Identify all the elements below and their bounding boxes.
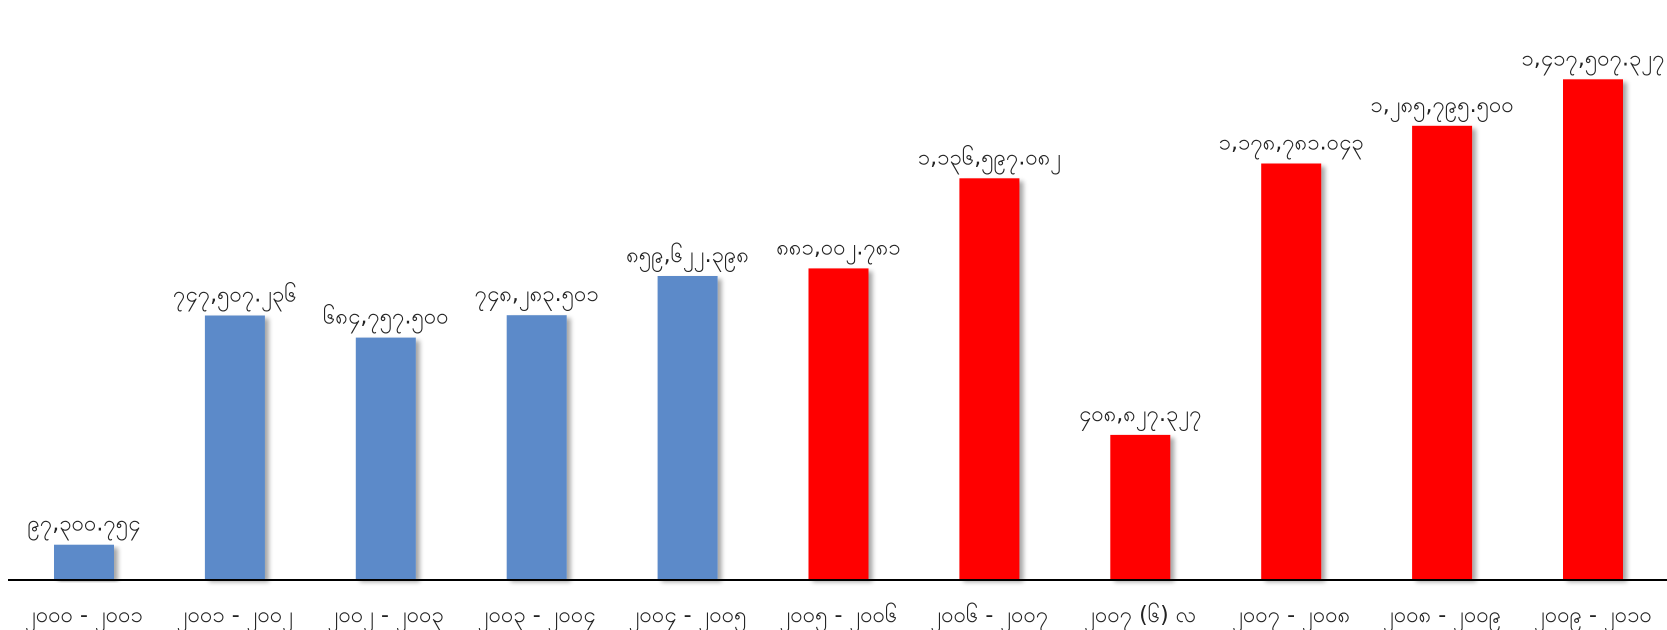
- bar-2: [355, 337, 416, 579]
- x-tick-label-8: ၂၀၀၇ - ၂၀၀၈: [1232, 603, 1350, 630]
- bar-9: [1412, 125, 1473, 580]
- value-label-5: ၈၈၁,၀၀၂.၇၈၁: [776, 235, 900, 264]
- x-tick-label-1: ၂၀၀၁ - ၂၀၀၂: [177, 603, 293, 630]
- value-label-4: ၈၅၉,၆၂၂.၃၉၈: [626, 242, 749, 272]
- value-label-6: ၁,၁၃၆,၅၉၇.၀၈၂: [918, 144, 1061, 174]
- value-label-9: ၁,၂၈၅,၇၉၅.၅၀၀: [1370, 93, 1513, 122]
- bar-4: [657, 276, 718, 579]
- bar-1: [204, 315, 265, 579]
- bars-group: [54, 79, 1623, 580]
- value-label-2: ၆၈၄,၇၅၇.၅၀၀: [323, 304, 449, 334]
- bar-7: [1110, 434, 1171, 579]
- value-label-3: ၇၄၈,၂၈၃.၅၀၁: [475, 282, 599, 311]
- x-tick-label-2: ၂၀၀၂ - ၂၀၀၃: [328, 603, 444, 630]
- x-tick-label-7: ၂၀၀၇ (၆) လ: [1084, 602, 1196, 630]
- x-tick-label-5: ၂၀၀၅ - ၂၀၀၆: [780, 602, 898, 630]
- x-tick-label-10: ၂၀၀၉ - ၂၀၁၀: [1534, 603, 1652, 630]
- bar-3: [506, 315, 567, 579]
- bar-10: [1563, 79, 1623, 580]
- bar-5: [808, 268, 869, 579]
- bar-8: [1261, 163, 1322, 579]
- value-label-8: ၁,၁၇၈,၇၈၁.၀၄၃: [1219, 131, 1364, 160]
- bar-0: [54, 544, 114, 579]
- x-tick-label-4: ၂၀၀၄ - ၂၀၀၅: [629, 603, 747, 630]
- value-label-7: ၄၀၈,၈၂၇.၃၂၇: [1079, 402, 1202, 431]
- value-label-0: ၉၇,၃၀၀.၇၅၄: [28, 512, 141, 541]
- value-label-1: ၇၄၇,၅၀၇.၂၃၆: [173, 282, 297, 312]
- x-tick-label-9: ၂၀၀၈ - ၂၀၀၉: [1383, 603, 1501, 630]
- x-tick-labels-group: ၂၀၀၀ - ၂၀၀၁ ၂၀၀၁ - ၂၀၀၂ ၂၀၀၂ - ၂၀၀၃ ၂၀၀၃ - …: [25, 602, 1652, 630]
- x-tick-label-3: ၂၀၀၃ - ၂၀၀၄: [478, 603, 596, 630]
- x-tick-label-6: ၂၀၀၆ - ၂၀၀၇: [931, 602, 1049, 630]
- bar-6: [959, 178, 1020, 580]
- x-tick-label-0: ၂၀၀၀ - ၂၀၀၁: [25, 603, 143, 630]
- value-label-10: ၁,၄၁၇,၅၀၇.၃၂၇: [1521, 46, 1664, 75]
